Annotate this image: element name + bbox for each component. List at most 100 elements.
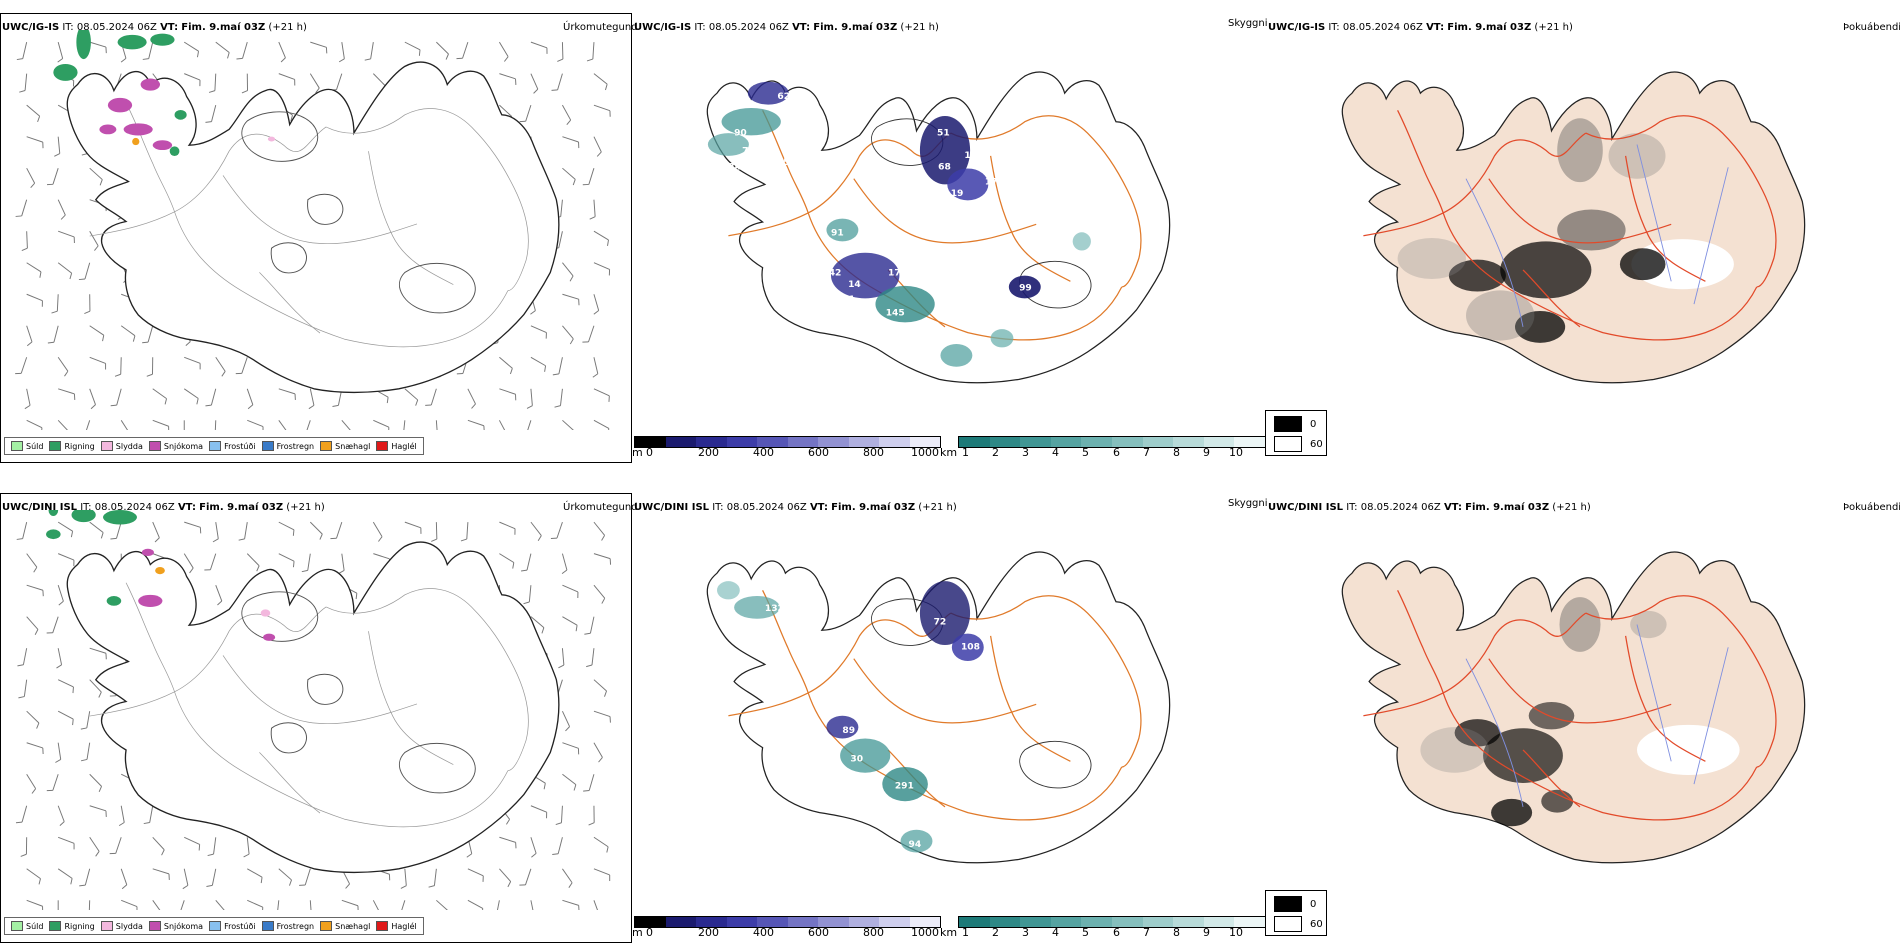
- wind-barb: [88, 900, 91, 910]
- vis-map-2: 132 72 108 89 30 291 94: [706, 551, 1171, 864]
- wind-barb: [116, 388, 122, 406]
- wind-barb-flag: [146, 373, 153, 377]
- wind-barb: [588, 325, 595, 343]
- wind-barb-flag: [31, 788, 37, 794]
- wind-barb: [435, 420, 438, 430]
- wind-barb: [57, 356, 69, 372]
- wind-barb: [26, 388, 31, 406]
- wind-barb: [26, 742, 43, 749]
- wind-barb: [57, 585, 64, 602]
- wind-barb-flag: [78, 278, 86, 281]
- wind-barb-flag: [98, 786, 103, 793]
- svg-text:12: 12: [964, 151, 977, 161]
- wind-barb-flag: [355, 593, 358, 600]
- wind-barb-flag: [428, 885, 435, 888]
- wind-barb: [336, 73, 343, 90]
- wind-barb-flag: [503, 56, 509, 62]
- wind-barb-flag: [292, 529, 295, 536]
- wind-barb-flag: [557, 58, 564, 62]
- wind-barb: [589, 616, 595, 634]
- svg-text:91: 91: [831, 229, 844, 239]
- wind-barb: [86, 711, 91, 729]
- wind-barb-flag: [37, 116, 41, 123]
- wind-barb: [120, 325, 136, 337]
- wind-barb-flag: [207, 853, 214, 857]
- precip-legend-1: Súld Rigning Slydda Snjókoma Frostúði Fr…: [4, 437, 424, 455]
- svg-text:70: 70: [968, 257, 981, 267]
- wind-barb: [562, 325, 574, 340]
- wind-barb: [89, 679, 102, 693]
- wind-barb: [84, 868, 91, 886]
- wind-barb-flag: [60, 214, 66, 220]
- wind-barb: [26, 868, 41, 880]
- wind-barb-flag: [589, 216, 596, 220]
- fog-fields-2: [1420, 597, 1740, 827]
- wind-barb-flag: [290, 114, 293, 122]
- wind-barb: [530, 805, 547, 813]
- wind-barb-flag: [99, 179, 103, 186]
- vis-value-labels-2: 132 72 108 89 30 291 94: [765, 604, 980, 850]
- wind-barb: [403, 420, 406, 430]
- wind-barb: [57, 41, 64, 59]
- wind-barb: [499, 836, 516, 843]
- wind-barb-flag: [301, 569, 308, 573]
- wind-barb-flag: [544, 365, 547, 372]
- wind-barb: [278, 420, 287, 430]
- wind-barb: [278, 553, 295, 562]
- wind-barb: [58, 388, 75, 395]
- legend-item-freezing-drizzle: Frostúði: [209, 921, 256, 931]
- wind-barb: [467, 388, 476, 405]
- wind-barb: [588, 168, 595, 185]
- wind-barb-flag: [533, 88, 539, 94]
- wind-barb-flag: [118, 822, 125, 827]
- wind-barb-flag: [415, 399, 419, 406]
- wind-barb: [58, 836, 75, 844]
- vis-map-1: 90 62 97 70 34 22 56 51 68 12 19 17 91 1…: [706, 71, 1171, 384]
- wind-barb: [562, 899, 579, 906]
- run-header-vis-2: UWC/DINI ISL IT: 08.05.2024 06Z VT: Fim.…: [634, 502, 957, 513]
- wind-barb: [526, 553, 532, 571]
- wind-barb: [341, 899, 359, 907]
- wind-barb-flag: [206, 884, 213, 887]
- wind-barb-flag: [338, 58, 345, 63]
- svg-text:17: 17: [985, 177, 998, 187]
- fog-map-2: [1341, 551, 1806, 864]
- wind-barb-flag: [607, 239, 609, 246]
- wind-barb-flag: [418, 49, 421, 56]
- legend-item-sleet: Slydda: [100, 921, 143, 931]
- wind-barb-flag: [16, 538, 23, 540]
- vis-scale-m-2: [634, 916, 941, 928]
- wind-barb: [215, 522, 219, 539]
- wind-barb: [341, 419, 351, 430]
- wind-barb-flag: [256, 565, 260, 572]
- wind-barb: [499, 553, 515, 563]
- svg-text:291: 291: [895, 782, 914, 792]
- wind-barb: [309, 521, 323, 535]
- wind-barb: [309, 900, 312, 910]
- wind-barb-flag: [521, 569, 528, 572]
- wind-barb: [215, 41, 230, 53]
- wind-barb: [57, 648, 63, 665]
- wind-barb-flag: [554, 405, 561, 408]
- wind-barb-flag: [243, 853, 250, 858]
- precip-title-1: Úrkomutegund: [563, 22, 638, 33]
- wind-barb: [89, 325, 105, 336]
- wind-barb: [341, 42, 345, 59]
- wind-barb: [115, 837, 122, 854]
- wind-barb-flag: [569, 275, 574, 282]
- vis-title-2: Skyggni: [1228, 498, 1268, 509]
- wind-barb: [401, 900, 406, 910]
- svg-text:51: 51: [937, 128, 950, 138]
- wind-barb-flag: [565, 726, 570, 732]
- wind-barb-flag: [30, 182, 36, 189]
- wind-barb: [152, 836, 165, 851]
- wind-barb: [209, 553, 217, 570]
- wind-barb: [52, 616, 59, 633]
- wind-barb: [184, 73, 201, 81]
- wind-barb: [530, 388, 533, 406]
- wind-barb: [58, 230, 75, 238]
- wind-barb-flag: [95, 851, 100, 857]
- vis-fields-2: [717, 581, 984, 853]
- wind-barb-flag: [247, 404, 254, 410]
- wind-barb-flag: [604, 690, 608, 697]
